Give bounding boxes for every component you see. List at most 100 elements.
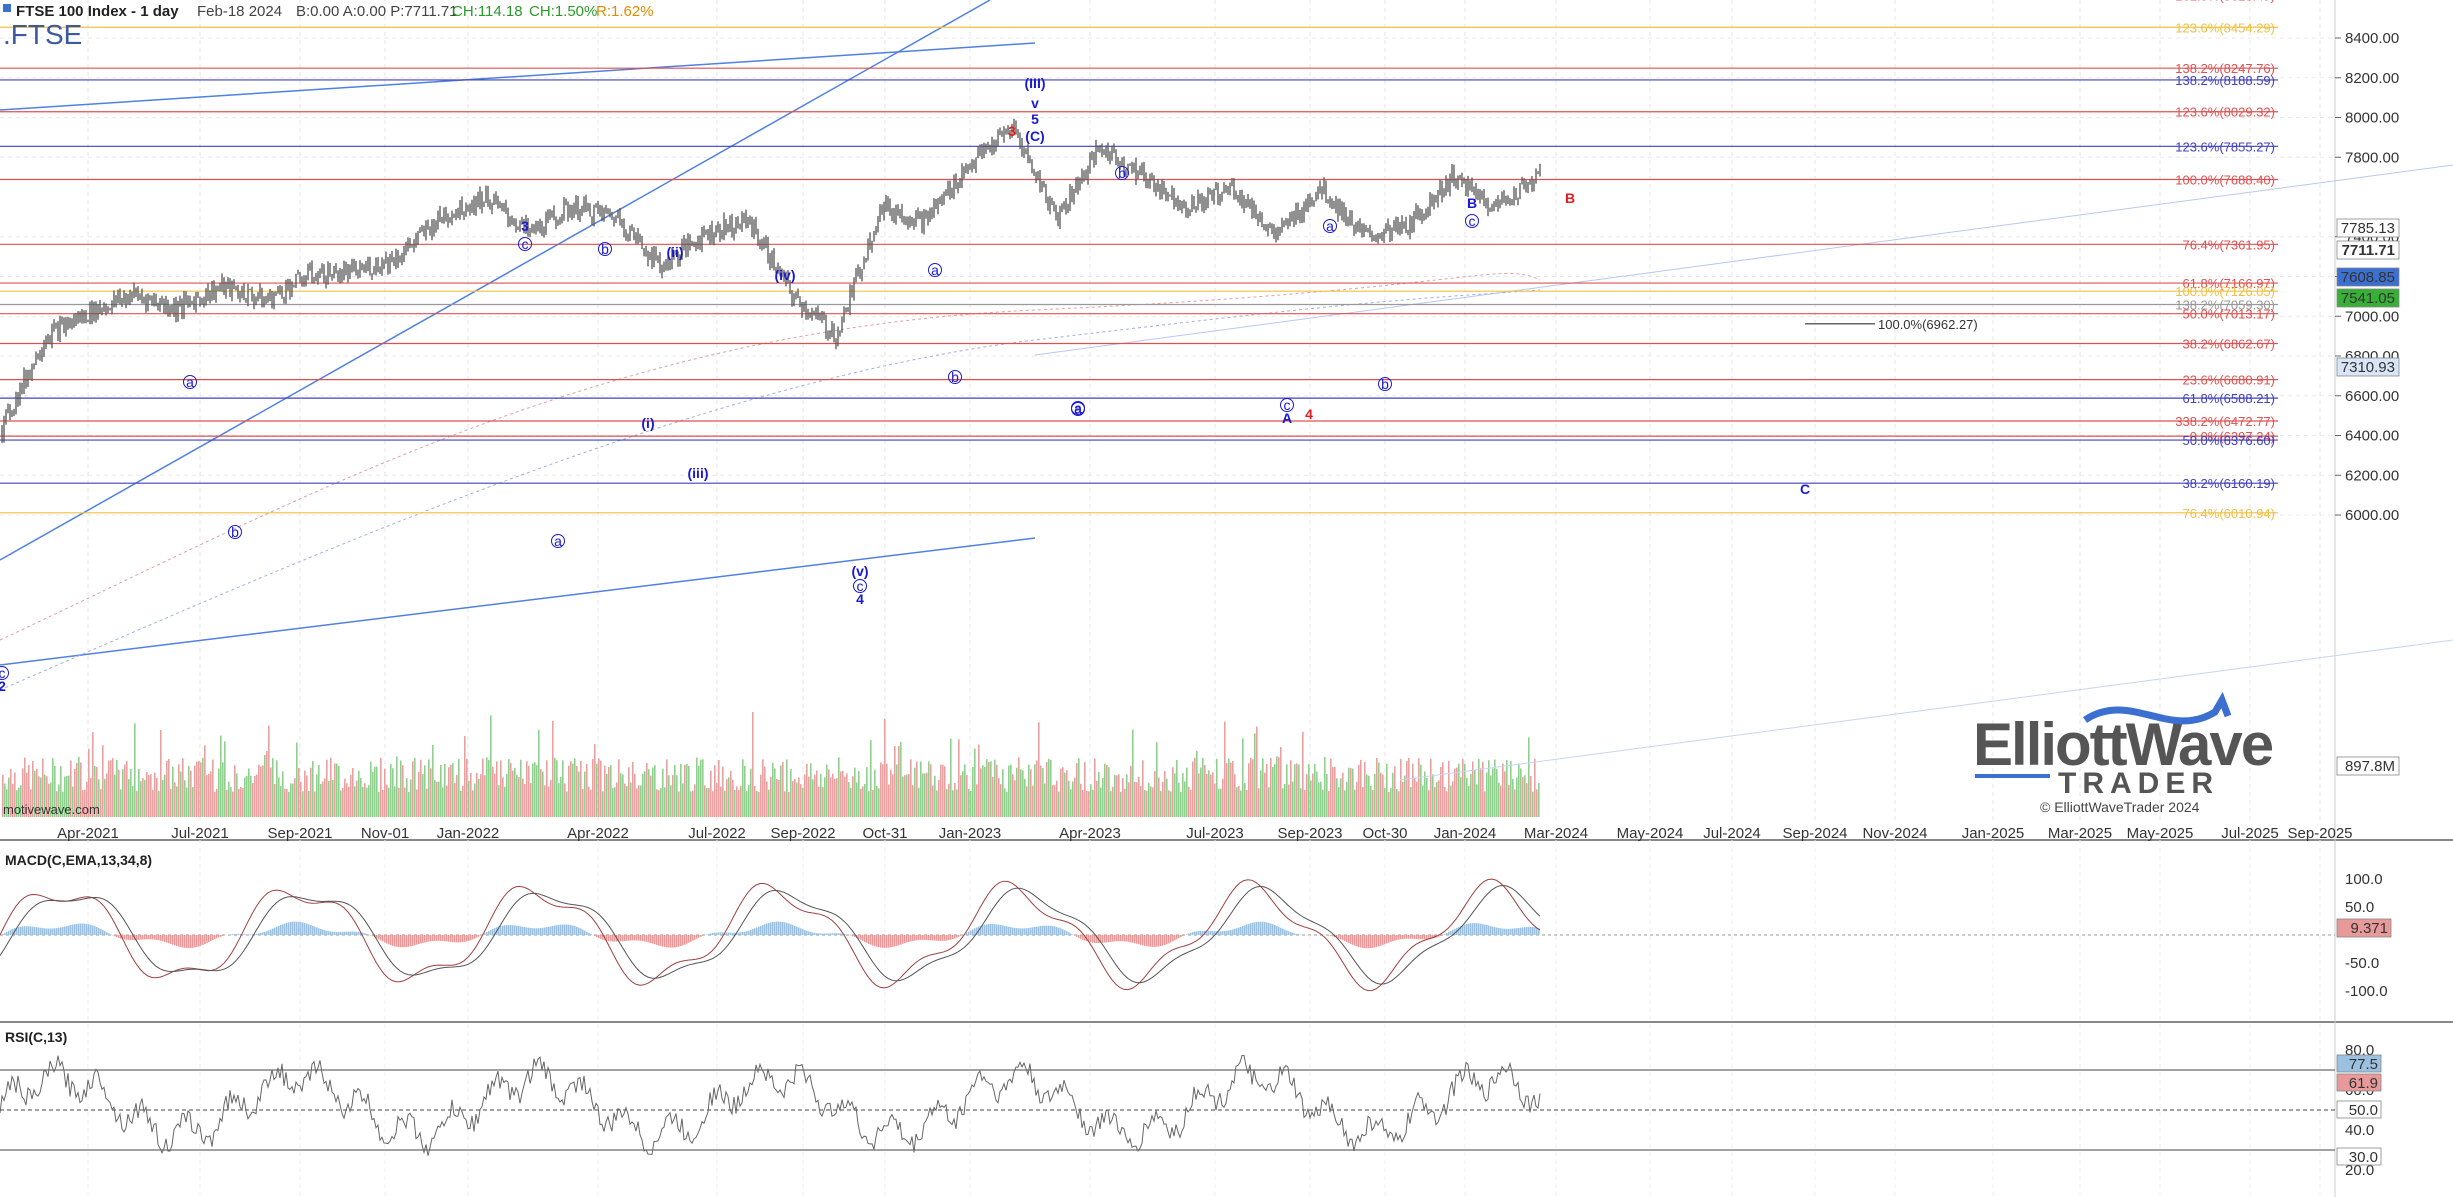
macd-histogram-bar <box>1492 926 1494 935</box>
macd-histogram-bar <box>494 928 496 935</box>
volume-bar <box>304 770 306 817</box>
price-panel <box>0 0 2453 820</box>
wave-label: 4 <box>1305 406 1313 422</box>
volume-bar <box>582 789 584 817</box>
x-axis-tick-label: Jul-2021 <box>171 825 229 842</box>
macd-histogram-bar <box>708 933 710 935</box>
macd-histogram-bar <box>356 931 358 935</box>
macd-histogram-bar <box>828 933 830 935</box>
macd-histogram-bar <box>1160 935 1162 947</box>
volume-bar <box>646 762 648 817</box>
volume-bar <box>1240 790 1242 817</box>
x-axis-tick-label: Nov-01 <box>361 825 409 842</box>
macd-histogram-bar <box>1016 928 1018 935</box>
volume-bar <box>1080 783 1082 817</box>
volume-bar <box>644 771 646 817</box>
volume-bar <box>1062 767 1064 817</box>
macd-histogram-bar <box>1350 935 1352 944</box>
macd-histogram-bar <box>476 935 478 938</box>
macd-histogram-bar <box>620 935 622 942</box>
price-badge-label: 897.8M <box>2345 758 2395 775</box>
macd-histogram-bar <box>870 935 872 945</box>
macd-histogram-bar <box>1282 928 1284 935</box>
volume-bar <box>1356 781 1358 817</box>
x-axis-tick-label: Oct-31 <box>862 825 907 842</box>
volume-bar <box>808 776 810 817</box>
macd-histogram-bar <box>1234 928 1236 935</box>
macd-histogram-bar <box>784 922 786 935</box>
volume-bar <box>160 730 162 817</box>
macd-histogram-bar <box>1330 935 1332 936</box>
volume-bar <box>944 766 946 817</box>
macd-histogram-bar <box>664 935 666 947</box>
volume-bar <box>222 762 224 817</box>
volume-bar <box>198 760 200 817</box>
macd-histogram-bar <box>778 921 780 935</box>
macd-histogram-bar <box>1026 928 1028 935</box>
volume-bar <box>1194 757 1196 817</box>
volume-bar <box>788 791 790 817</box>
volume-bar <box>846 773 848 817</box>
macd-histogram-bar <box>262 932 264 935</box>
volume-bar <box>242 788 244 817</box>
macd-histogram-bar <box>1292 932 1294 935</box>
macd-histogram-bar <box>1276 925 1278 935</box>
macd-histogram-bar <box>444 935 446 942</box>
volume-bar <box>1270 758 1272 817</box>
volume-bar <box>328 780 330 817</box>
macd-tick-label: -100.0 <box>2345 983 2388 1000</box>
macd-histogram-bar <box>1378 935 1380 947</box>
volume-bar <box>516 774 518 817</box>
volume-bar <box>370 761 372 817</box>
macd-histogram-bar <box>834 933 836 935</box>
volume-bar <box>1376 757 1378 817</box>
volume-bar <box>246 775 248 817</box>
volume-bar <box>736 786 738 817</box>
macd-histogram-bar <box>52 928 54 935</box>
volume-bar <box>352 767 354 817</box>
volume-bar <box>248 768 250 817</box>
macd-histogram-bar <box>1208 930 1210 935</box>
macd-histogram-bar <box>1140 935 1142 945</box>
volume-bar <box>278 777 280 817</box>
macd-histogram-bar <box>534 928 536 935</box>
volume-bar <box>1388 791 1390 817</box>
volume-bar <box>88 748 90 817</box>
volume-bar <box>1448 760 1450 817</box>
macd-histogram-bar <box>970 930 972 935</box>
macd-histogram-bar <box>182 935 184 948</box>
macd-histogram-bar <box>642 935 644 942</box>
macd-histogram-bar <box>768 922 770 935</box>
volume-bar <box>520 759 522 817</box>
volume-bar <box>446 785 448 817</box>
volume-bar <box>1258 788 1260 817</box>
macd-histogram-bar <box>1504 928 1506 935</box>
price-badge <box>2336 218 2400 238</box>
volume-bar <box>512 770 514 817</box>
volume-bar <box>458 758 460 817</box>
volume-bar <box>1136 782 1138 817</box>
macd-histogram-bar <box>280 925 282 935</box>
volume-bar <box>1290 760 1292 817</box>
rsi-badge-label: 77.5 <box>2349 1056 2378 1073</box>
volume-bar <box>1272 766 1274 817</box>
volume-bar <box>1538 782 1540 817</box>
volume-bar <box>120 789 122 817</box>
volume-bar <box>1454 768 1456 817</box>
macd-histogram-bar <box>688 935 690 943</box>
volume-bar <box>1518 763 1520 817</box>
volume-bar <box>848 782 850 817</box>
macd-histogram-bar <box>1220 931 1222 935</box>
macd-histogram-bar <box>64 926 66 935</box>
wave-label: a <box>1074 401 1082 417</box>
channel-line-upper <box>0 0 991 561</box>
macd-histogram-bar <box>318 928 320 935</box>
volume-bar <box>216 788 218 817</box>
price-axis-tick-label: 7800.00 <box>2345 149 2399 166</box>
macd-histogram-bar <box>1346 935 1348 943</box>
macd-histogram-bar <box>1476 923 1478 935</box>
volume-bar <box>1314 763 1316 817</box>
volume-bar <box>1378 762 1380 817</box>
volume-bar <box>678 791 680 817</box>
macd-histogram-bar <box>1468 923 1470 935</box>
